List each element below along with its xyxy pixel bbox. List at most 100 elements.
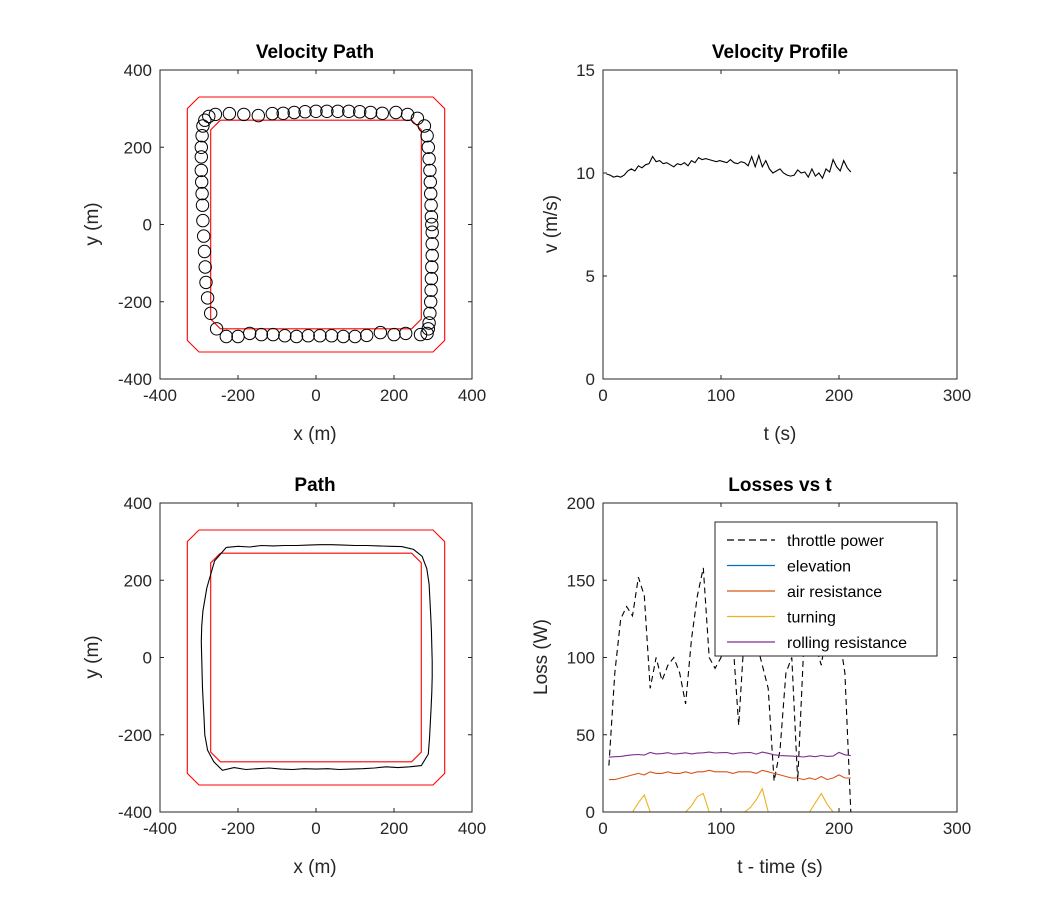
velocity-path-point: [363, 105, 378, 120]
losses-xtick-label: 300: [943, 819, 971, 838]
velocity-path-point: [289, 329, 304, 344]
velocity-path-boundary-outer: [186, 96, 446, 353]
velocity-path-point: [425, 260, 439, 274]
legend-label: throttle power: [787, 533, 885, 550]
velocity-path-xtick-label: 400: [458, 386, 486, 405]
velocity-path-point: [424, 186, 438, 201]
velocity-path-point: [410, 111, 425, 126]
losses-line-rolling-resistance: [608, 751, 851, 758]
path-ytick-label: -200: [118, 726, 152, 745]
velocity-path-point: [208, 107, 223, 122]
velocity-path-point: [231, 329, 245, 344]
path-ytick-label: 200: [124, 571, 152, 590]
velocity-path-point: [219, 329, 234, 344]
velocity-path-point: [421, 140, 435, 155]
losses-ytick-label: 150: [567, 571, 595, 590]
losses-ylabel: Loss (W): [531, 619, 552, 695]
velocity-path-point: [278, 329, 292, 343]
velocity-path-point: [195, 175, 209, 189]
velocity-path-point: [425, 217, 439, 232]
velocity-path-point: [198, 113, 212, 127]
velocity-profile-xtick-label: 200: [825, 386, 853, 405]
velocity-path-point: [209, 322, 224, 336]
velocity-path-point: [348, 329, 362, 344]
velocity-path-point: [276, 106, 290, 121]
velocity-path-xtick-label: -400: [143, 386, 177, 405]
legend-label: rolling resistance: [787, 635, 907, 652]
velocity-path-point: [422, 152, 436, 166]
path-line-series: [200, 544, 433, 771]
velocity-path-point: [331, 104, 345, 119]
velocity-path-point: [198, 260, 212, 274]
velocity-path-point: [200, 291, 215, 305]
velocity-path-point: [423, 306, 437, 320]
velocity-profile-title: Velocity Profile: [712, 42, 848, 63]
velocity-path-point: [324, 329, 339, 343]
path-boundary-inner: [210, 552, 422, 763]
velocity-path-point: [197, 229, 211, 243]
path-plot-area: [186, 529, 446, 786]
losses-xtick-label: 100: [707, 819, 735, 838]
velocity-path-point: [266, 327, 280, 342]
path-panel: Path x (m) y (m) -400 -200 0 200 400 -400 -200…: [82, 475, 486, 878]
losses-title: Losses vs t: [728, 475, 832, 496]
legend-box: [714, 521, 938, 657]
losses-panel: Losses vs t t - time (s) Loss (W) 0 100 20…: [531, 475, 971, 878]
velocity-path-ytick-label: -400: [118, 370, 152, 389]
velocity-profile-ytick-label: 5: [586, 267, 595, 286]
losses-ytick-label: 0: [586, 803, 595, 822]
velocity-path-point: [194, 150, 209, 164]
velocity-path-point: [202, 109, 216, 124]
velocity-path-plot-area: [186, 96, 446, 353]
velocity-path-point: [424, 198, 438, 212]
velocity-profile-ytick-label: 0: [586, 370, 595, 389]
velocity-path-point: [420, 129, 434, 143]
path-ytick-label: 0: [143, 649, 152, 668]
velocity-path-point: [196, 119, 210, 133]
velocity-path-point: [424, 283, 438, 297]
velocity-path-point: [222, 106, 237, 121]
velocity-path-point: [195, 198, 210, 212]
velocity-path-point: [194, 163, 209, 178]
velocity-path-point: [251, 108, 265, 123]
velocity-path-ytick-label: 200: [124, 138, 152, 157]
velocity-profile-xtick-label: 100: [707, 386, 735, 405]
losses-ytick-label: 200: [567, 494, 595, 513]
path-ytick-label: 400: [124, 494, 152, 513]
velocity-path-point: [423, 163, 437, 178]
velocity-path-xtick-label: -200: [221, 386, 255, 405]
velocity-path-xtick-label: 200: [380, 386, 408, 405]
velocity-path-point: [373, 325, 388, 340]
path-ytick-label: -400: [118, 803, 152, 822]
path-xtick-label: -200: [221, 819, 255, 838]
velocity-path-point: [425, 237, 439, 251]
legend-label: turning: [787, 610, 836, 627]
path-boundary-outer: [186, 529, 446, 786]
velocity-path-point: [287, 105, 301, 120]
velocity-profile-panel: Velocity Profile t (s) v (m/s) 0 100 200 30…: [541, 42, 971, 445]
velocity-path-xlabel: x (m): [293, 424, 336, 445]
velocity-path-ytick-label: 0: [143, 216, 152, 235]
velocity-path-point: [389, 105, 403, 120]
path-title: Path: [294, 475, 335, 496]
velocity-path-ylabel: y (m): [82, 202, 103, 245]
velocity-profile-plot-area: [606, 153, 852, 180]
velocity-path-point: [375, 106, 389, 121]
losses-ytick-label: 50: [576, 726, 595, 745]
path-xtick-label: 400: [458, 819, 486, 838]
velocity-profile-axes-frame: [602, 69, 958, 380]
velocity-path-point: [424, 271, 439, 286]
velocity-path-title: Velocity Path: [256, 42, 374, 63]
velocity-path-boundary-inner: [210, 119, 422, 330]
velocity-path-point: [194, 140, 209, 155]
velocity-path-point: [309, 104, 323, 119]
velocity-path-point: [265, 106, 279, 121]
velocity-path-point: [425, 248, 439, 263]
velocity-path-point: [420, 326, 434, 341]
path-axes-frame: [159, 502, 473, 813]
velocity-path-point: [400, 107, 415, 122]
velocity-path-panel: Velocity Path x (m) y (m) -400 -200 0 200 40…: [82, 42, 486, 445]
velocity-profile-ytick-label: 15: [576, 61, 595, 80]
velocity-path-point: [424, 295, 438, 309]
